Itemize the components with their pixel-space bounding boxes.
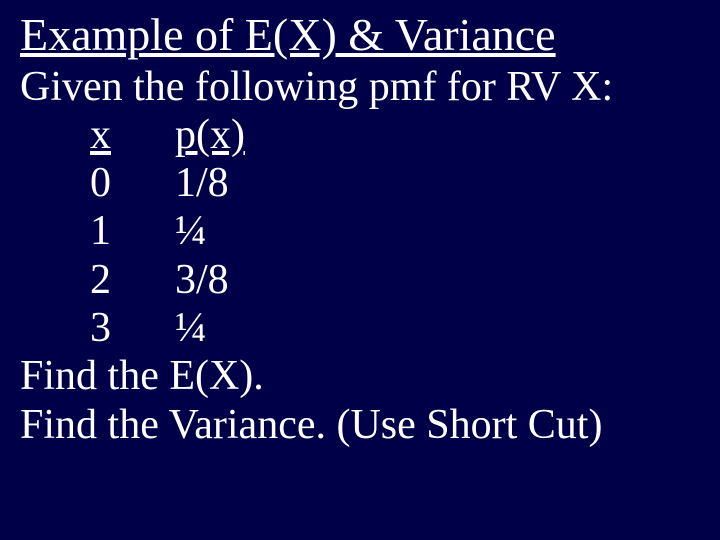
table-row: 0 1/8 — [90, 159, 700, 207]
table-header-row: x p(x) — [90, 111, 700, 159]
cell-x: 0 — [90, 159, 175, 207]
task-find-ex: Find the E(X). — [20, 352, 700, 400]
table-row: 1 ¼ — [90, 207, 700, 255]
cell-px: ¼ — [175, 304, 207, 352]
table-row: 2 3/8 — [90, 256, 700, 304]
cell-px: 1/8 — [175, 159, 229, 207]
header-x: x — [90, 111, 175, 159]
cell-px: 3/8 — [175, 256, 229, 304]
cell-x: 1 — [90, 207, 175, 255]
header-px: p(x) — [175, 111, 245, 159]
cell-x: 2 — [90, 256, 175, 304]
pmf-table: x p(x) 0 1/8 1 ¼ 2 3/8 3 ¼ — [90, 111, 700, 352]
task-find-variance: Find the Variance. (Use Short Cut) — [20, 401, 700, 449]
slide-title: Example of E(X) & Variance — [20, 10, 700, 61]
cell-x: 3 — [90, 304, 175, 352]
cell-px: ¼ — [175, 207, 207, 255]
given-text: Given the following pmf for RV X: — [20, 63, 700, 111]
table-row: 3 ¼ — [90, 304, 700, 352]
